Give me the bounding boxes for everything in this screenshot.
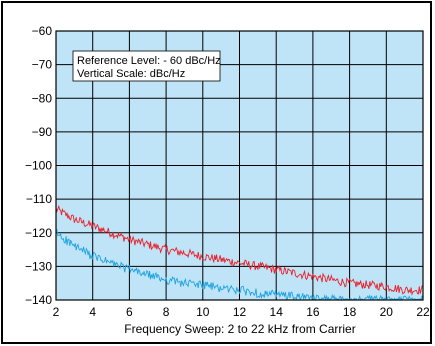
series-line-2 [55, 228, 424, 302]
x-tick-label: 18 [343, 305, 357, 319]
series-group [55, 204, 424, 302]
x-tick-label: 22 [416, 305, 430, 319]
x-tick-label: 14 [270, 305, 284, 319]
y-tick-label: −60 [32, 24, 53, 38]
x-axis-ticks: 2 4 6 8 10 12 14 16 18 20 22 [53, 305, 430, 319]
x-tick-label: 10 [196, 305, 210, 319]
y-axis-ticks: −60 −70 −80 −90 −100 −110 −120 −130 −140 [25, 24, 52, 307]
x-tick-label: 12 [233, 305, 247, 319]
y-tick-label: −90 [32, 125, 53, 139]
annotation-line-2: Vertical Scale: dBc/Hz [77, 68, 185, 80]
y-tick-label: −100 [25, 159, 52, 173]
x-tick-label: 20 [380, 305, 394, 319]
y-tick-label: −120 [25, 226, 52, 240]
series-line-1 [55, 204, 424, 296]
y-tick-label: −80 [32, 91, 53, 105]
annotation-background [72, 50, 221, 82]
x-tick-label: 16 [306, 305, 320, 319]
annotation-box: Reference Level: - 60 dBc/Hz Vertical Sc… [72, 50, 221, 82]
y-tick-label: −70 [32, 58, 53, 72]
y-tick-label: −110 [26, 192, 52, 206]
x-tick-label: 4 [89, 305, 96, 319]
plot-border [55, 30, 424, 301]
x-tick-label: 6 [126, 305, 133, 319]
annotation-line-1: Reference Level: - 60 dBc/Hz [77, 55, 221, 67]
x-tick-label: 2 [53, 305, 60, 319]
x-axis-label: Frequency Sweep: 2 to 22 kHz from Carrie… [124, 322, 355, 336]
y-tick-label: −140 [25, 293, 52, 307]
x-tick-label: 8 [163, 305, 170, 319]
y-tick-label: −130 [25, 259, 52, 273]
